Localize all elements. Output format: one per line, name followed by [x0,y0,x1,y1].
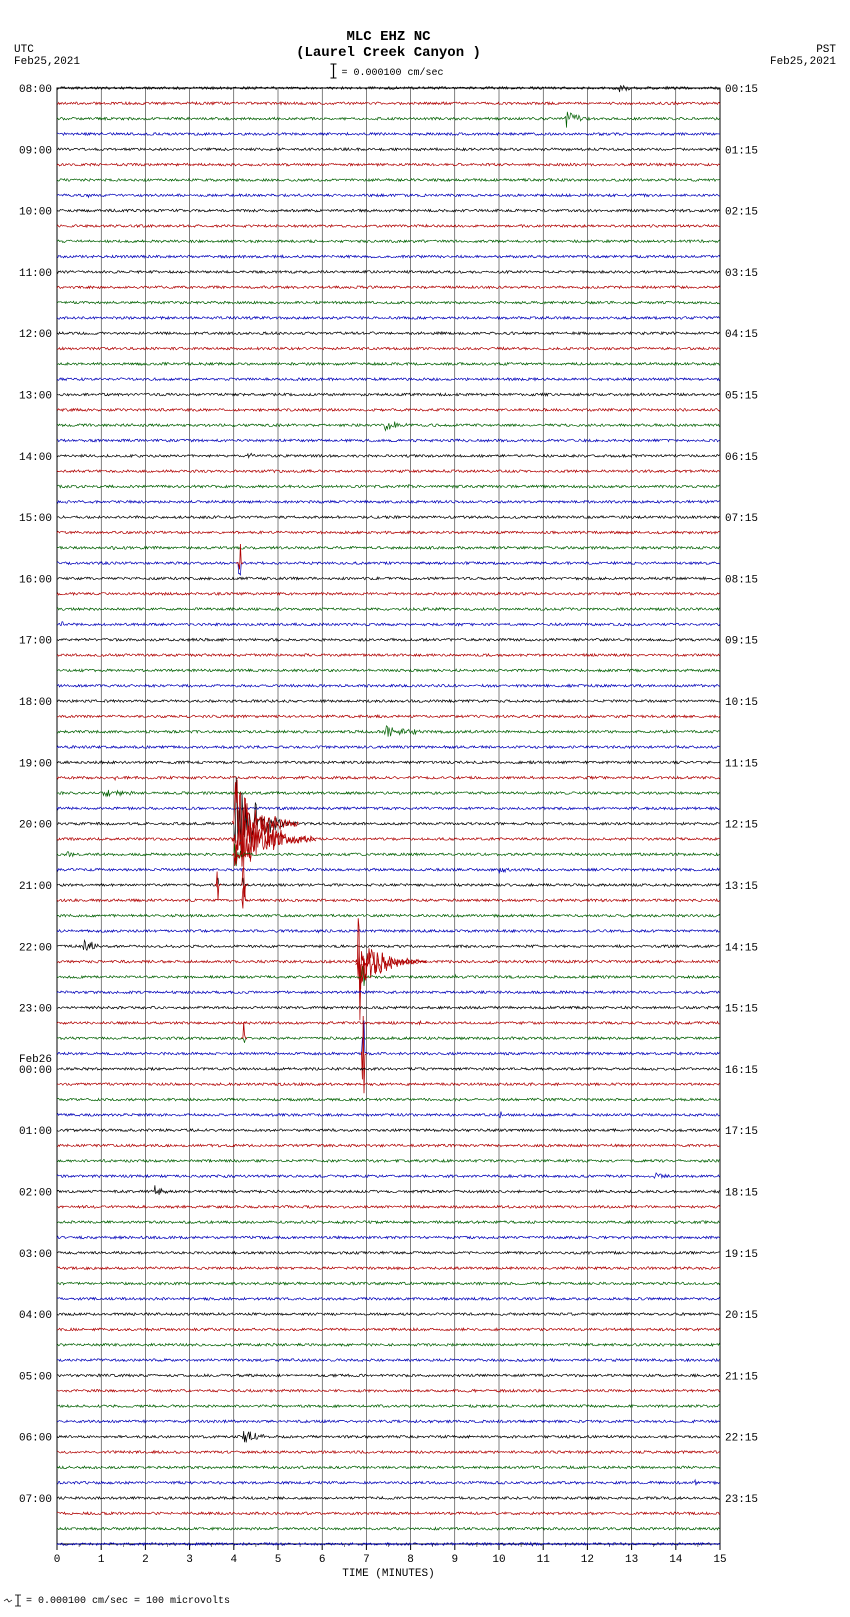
seismogram-chart: 0123456789101112131415TIME (MINUTES)MLC … [0,0,850,1613]
svg-text:11:15: 11:15 [725,758,758,770]
svg-text:22:15: 22:15 [725,1433,758,1445]
svg-text:16:15: 16:15 [725,1065,758,1077]
svg-text:01:15: 01:15 [725,145,758,157]
svg-text:13:15: 13:15 [725,881,758,893]
svg-text:07:15: 07:15 [725,513,758,525]
svg-text:09:00: 09:00 [19,145,52,157]
svg-text:04:15: 04:15 [725,329,758,341]
svg-text:03:15: 03:15 [725,268,758,280]
svg-text:06:15: 06:15 [725,452,758,464]
svg-text:5: 5 [275,1554,282,1566]
svg-text:10: 10 [492,1554,505,1566]
svg-text:06:00: 06:00 [19,1433,52,1445]
svg-text:14:15: 14:15 [725,942,758,954]
svg-text:4: 4 [230,1554,237,1566]
svg-text:10:15: 10:15 [725,697,758,709]
svg-text:11: 11 [537,1554,551,1566]
svg-text:6: 6 [319,1554,326,1566]
svg-text:08:15: 08:15 [725,574,758,586]
svg-text:20:00: 20:00 [19,820,52,832]
svg-text:18:15: 18:15 [725,1187,758,1199]
svg-text:14:00: 14:00 [19,452,52,464]
svg-text:13: 13 [625,1554,638,1566]
svg-text:UTC: UTC [14,44,34,56]
svg-text:(Laurel Creek Canyon ): (Laurel Creek Canyon ) [296,45,481,61]
svg-text:9: 9 [451,1554,458,1566]
svg-text:18:00: 18:00 [19,697,52,709]
svg-text:08:00: 08:00 [19,84,52,96]
svg-text:PST: PST [816,44,836,56]
svg-text:17:15: 17:15 [725,1126,758,1138]
svg-text:11:00: 11:00 [19,268,52,280]
svg-text:22:00: 22:00 [19,942,52,954]
svg-text:3: 3 [186,1554,193,1566]
svg-text:10:00: 10:00 [19,207,52,219]
svg-text:0: 0 [54,1554,61,1566]
svg-text:15: 15 [713,1554,726,1566]
svg-text:16:00: 16:00 [19,574,52,586]
svg-text:13:00: 13:00 [19,391,52,403]
seismogram-svg: 0123456789101112131415TIME (MINUTES)MLC … [0,0,850,1613]
svg-text:2: 2 [142,1554,149,1566]
svg-text:05:15: 05:15 [725,391,758,403]
svg-text:19:15: 19:15 [725,1249,758,1261]
svg-text:02:15: 02:15 [725,207,758,219]
svg-text:00:15: 00:15 [725,84,758,96]
svg-text:= 0.000100 cm/sec = 100 mic: = 0.000100 cm/sec = 100 microvolts [26,1595,230,1607]
svg-text:7: 7 [363,1554,370,1566]
svg-text:15:00: 15:00 [19,513,52,525]
svg-text:TIME (MINUTES): TIME (MINUTES) [342,1568,434,1580]
svg-text:02:00: 02:00 [19,1187,52,1199]
svg-text:05:00: 05:00 [19,1371,52,1383]
svg-text:1: 1 [98,1554,105,1566]
svg-text:14: 14 [669,1554,683,1566]
svg-text:= 0.000100 cm/sec: = 0.000100 cm/sec [342,67,444,79]
svg-text:07:00: 07:00 [19,1494,52,1506]
svg-text:12:00: 12:00 [19,329,52,341]
svg-text:03:00: 03:00 [19,1249,52,1261]
svg-text:21:15: 21:15 [725,1371,758,1383]
svg-text:23:15: 23:15 [725,1494,758,1506]
svg-text:17:00: 17:00 [19,636,52,648]
svg-text:MLC EHZ NC: MLC EHZ NC [346,29,431,45]
svg-text:20:15: 20:15 [725,1310,758,1322]
svg-text:21:00: 21:00 [19,881,52,893]
svg-text:19:00: 19:00 [19,758,52,770]
svg-text:12:15: 12:15 [725,820,758,832]
svg-text:Feb25,2021: Feb25,2021 [14,56,80,68]
svg-text:23:00: 23:00 [19,1004,52,1016]
svg-text:01:00: 01:00 [19,1126,52,1138]
svg-text:Feb25,2021: Feb25,2021 [770,56,836,68]
svg-text:00:00: 00:00 [19,1065,52,1077]
svg-text:09:15: 09:15 [725,636,758,648]
svg-text:04:00: 04:00 [19,1310,52,1322]
svg-text:15:15: 15:15 [725,1004,758,1016]
svg-text:12: 12 [581,1554,594,1566]
svg-text:8: 8 [407,1554,414,1566]
